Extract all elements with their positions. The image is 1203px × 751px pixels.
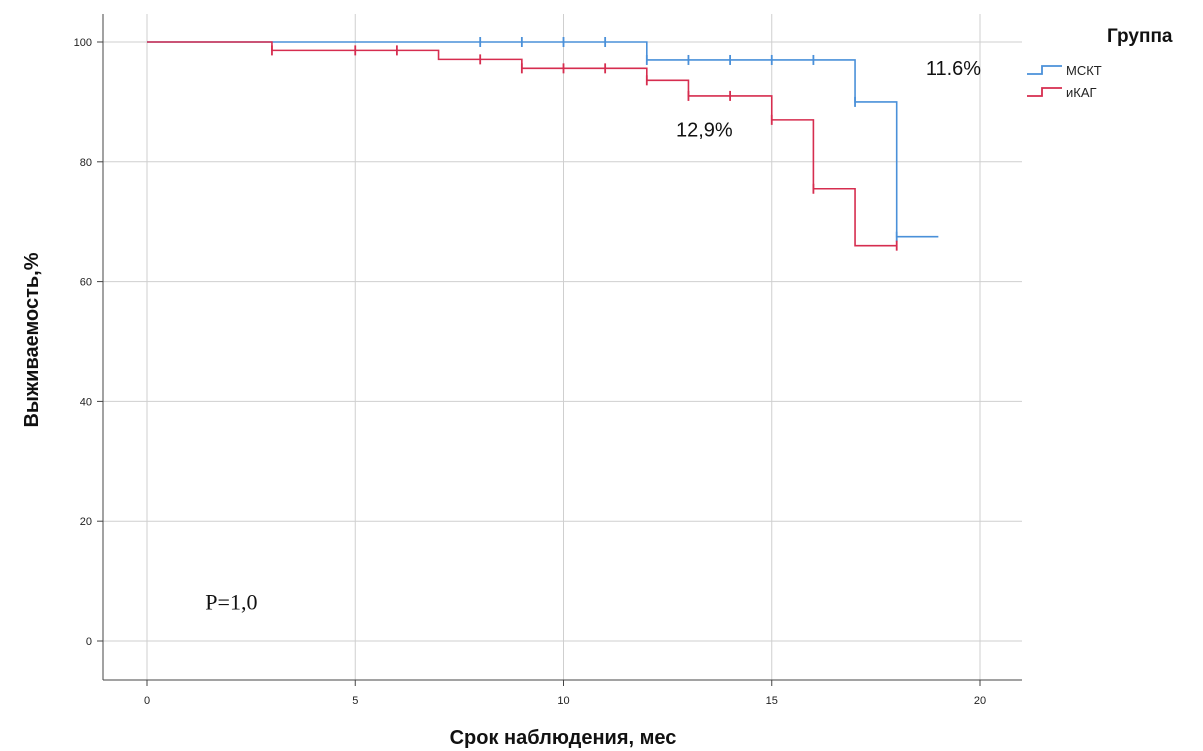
y-tick-label: 20 <box>80 516 92 528</box>
legend-swatch <box>1027 65 1062 75</box>
axes <box>102 14 1022 681</box>
legend-item: иКАГ <box>1027 85 1097 100</box>
y-tick-label: 60 <box>80 277 92 289</box>
survival-line <box>147 41 939 238</box>
y-tick-label: 40 <box>80 396 92 408</box>
legend-swatch <box>1027 87 1062 97</box>
y-tick-label: 100 <box>74 37 92 49</box>
annotations: 11.6% 12,9% P=1,0 <box>205 58 981 614</box>
x-tick-label: 5 <box>352 695 358 707</box>
y-tick-label: 0 <box>86 636 92 648</box>
x-tick-label: 0 <box>144 695 150 707</box>
x-ticks: 0 5 10 15 20 <box>144 680 986 707</box>
legend-label: иКАГ <box>1066 85 1097 100</box>
annotation-1: 11.6% <box>926 58 981 80</box>
series-1 <box>147 37 939 242</box>
legend-item: МСКТ <box>1027 63 1102 78</box>
legend-items: МСКТ иКАГ <box>1027 63 1102 100</box>
x-tick-label: 10 <box>557 695 569 707</box>
legend: Группа МСКТ иКАГ <box>1027 26 1173 100</box>
x-tick-label: 15 <box>766 695 778 707</box>
series-layer <box>147 37 939 251</box>
survival-line <box>147 41 897 247</box>
x-tick-label: 20 <box>974 695 986 707</box>
x-axis-title: Срок наблюдения, мес <box>450 727 677 749</box>
y-tick-label: 80 <box>80 157 92 169</box>
legend-label: МСКТ <box>1066 63 1102 78</box>
annotation-3: P=1,0 <box>205 589 257 614</box>
annotation-2: 12,9% <box>676 120 733 142</box>
legend-title: Группа <box>1107 26 1173 47</box>
y-axis-title: Выживаемость,% <box>21 252 43 427</box>
grid <box>103 14 1022 680</box>
series-2 <box>147 41 898 251</box>
y-ticks: 0 20 40 60 80 100 <box>74 37 103 648</box>
